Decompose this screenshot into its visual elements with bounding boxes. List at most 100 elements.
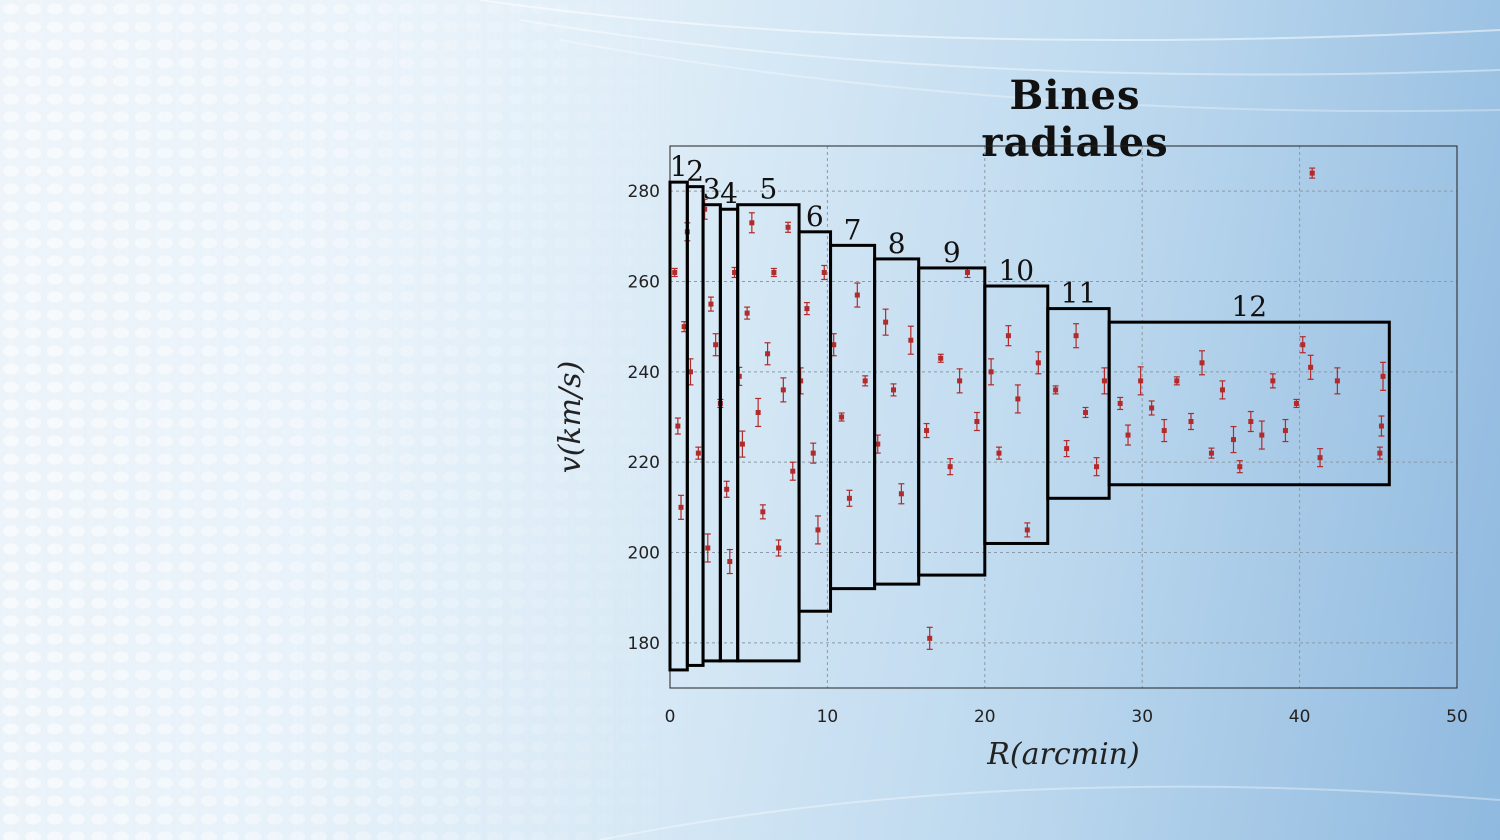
data-point [838,412,845,422]
y-tick-label: 200 [628,544,660,564]
data-point [789,461,796,481]
data-point [775,539,782,557]
point-marker [1259,432,1265,438]
point-marker [785,224,791,230]
data-point [846,489,853,507]
point-marker [1300,342,1306,348]
point-marker [821,269,827,275]
bin-box [685,185,705,667]
data-point [988,358,995,386]
data-point [1093,457,1100,477]
bin-label: 10 [998,254,1034,287]
data-point [923,422,930,439]
x-axis-label: R(arcmin) [986,737,1139,772]
data-point [1269,373,1276,389]
data-point [1376,446,1383,460]
data-point [1117,396,1124,411]
data-point [1073,323,1080,349]
bin-box [1107,320,1391,487]
bin-box [829,243,877,591]
point-marker [702,206,708,212]
data-point [712,333,719,357]
point-marker [1094,464,1100,470]
point-marker [678,504,684,510]
data-point [862,375,869,387]
point-marker [724,486,730,492]
data-point [723,480,730,498]
data-point [1309,167,1316,179]
data-point [1219,380,1226,400]
point-marker [1270,378,1276,384]
data-point [1014,384,1021,414]
point-marker [1230,437,1236,443]
bin-box [797,230,833,613]
point-marker [1237,464,1243,470]
point-marker [938,355,944,361]
point-marker [744,310,750,316]
data-point [748,212,755,234]
point-marker [908,337,914,343]
bin-12: 12 [1107,290,1391,487]
data-point [1307,354,1314,380]
point-marker [974,419,980,425]
data-point [1148,400,1155,416]
point-marker [739,441,745,447]
point-marker [736,373,742,379]
x-tick-label: 40 [1289,707,1311,727]
point-marker [804,306,810,312]
point-marker [1380,373,1386,379]
data-point [973,411,980,432]
data-point [674,417,681,435]
slide-title: Bines radiales [981,72,1169,166]
data-point [1230,425,1237,454]
point-marker [891,387,897,393]
point-marker [1101,378,1107,384]
point-marker [1293,400,1299,406]
data-point [678,494,685,520]
data-point [1082,406,1089,419]
data-point [854,282,861,308]
bin-4: 4 [718,177,740,663]
point-marker [1219,387,1225,393]
data-point [770,267,777,278]
point-marker [957,378,963,384]
point-marker [927,635,933,641]
bin-label: 11 [1061,277,1097,310]
point-marker [675,423,681,429]
data-point [814,515,821,545]
y-tick-label: 280 [628,182,660,202]
point-marker [1015,396,1021,402]
point-marker [749,220,755,226]
axis-ticks: 0 10 20 30 40 50 180 200 220 240 260 280 [628,182,1468,727]
point-marker [732,269,738,275]
point-marker [776,545,782,551]
data-point [704,533,711,563]
bin-box [701,203,722,663]
point-marker [810,450,816,456]
point-marker [1125,432,1131,438]
point-marker [831,342,837,348]
y-axis-label: v(km/s) [553,361,588,474]
point-marker [1083,409,1089,415]
data-point [882,308,889,336]
point-marker [780,387,786,393]
point-marker [1138,378,1144,384]
data-point [995,446,1002,460]
point-marker [1117,400,1123,406]
point-marker [996,450,1002,456]
data-point [785,221,792,233]
data-points [671,167,1387,650]
point-marker [924,428,930,434]
bin-1: 1 [668,150,689,672]
data-point [1137,366,1144,396]
bin-label: 3 [703,173,721,206]
point-marker [815,527,821,533]
bin-label: 9 [943,236,961,269]
data-point [671,267,678,278]
data-point [707,296,714,312]
bin-3: 3 [701,173,722,663]
point-marker [1188,419,1194,425]
data-point [1024,522,1031,538]
